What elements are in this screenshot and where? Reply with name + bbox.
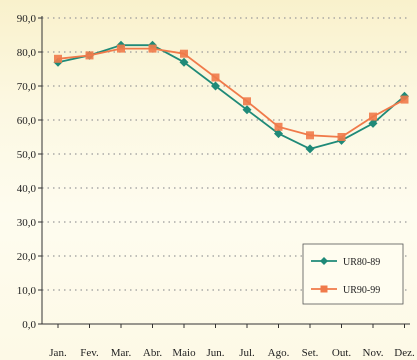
x-tick-label: Mar. xyxy=(111,347,132,359)
legend-item-ur90-99: UR90-99 xyxy=(311,285,380,296)
data-point-square xyxy=(211,73,220,82)
data-point-diamond xyxy=(305,144,315,154)
data-point-square xyxy=(85,51,94,60)
data-point-square xyxy=(306,131,314,140)
data-point-square xyxy=(148,44,157,53)
data-point-diamond xyxy=(211,81,220,91)
y-tick-label: 50,0 xyxy=(17,149,37,161)
y-tick-label: 10,0 xyxy=(17,285,37,297)
legend-label: UR80-89 xyxy=(343,257,380,268)
legend-items: UR80-89 UR90-99 xyxy=(311,257,380,296)
y-tick-labels: 0,0 10,0 20,0 30,0 40,0 50,0 60,0 70,0 80,0 90,0 xyxy=(17,13,42,331)
x-tick-label: Jun. xyxy=(206,347,224,359)
legend-box xyxy=(302,243,404,305)
data-point-square xyxy=(369,112,377,121)
series-line-ur80-89 xyxy=(57,44,406,150)
data-point-diamond xyxy=(179,57,189,67)
data-point-square xyxy=(400,95,409,104)
y-tick-label: 30,0 xyxy=(17,217,37,229)
legend-item-ur80-89: UR80-89 xyxy=(311,257,380,268)
legend-marker-diamond xyxy=(320,257,328,265)
y-tick-label: 20,0 xyxy=(17,251,37,263)
legend-marker-square xyxy=(320,285,328,293)
x-tick-label: Fev. xyxy=(80,347,99,359)
x-tick-label: Ago. xyxy=(268,347,290,359)
x-tick-label: Jul. xyxy=(239,347,255,359)
data-point-square xyxy=(54,54,62,63)
series-ur80-89 xyxy=(53,40,409,154)
data-point-square xyxy=(337,133,346,141)
x-tick-label: Jan. xyxy=(49,347,67,359)
axes xyxy=(41,16,410,325)
x-tick-label: Set. xyxy=(302,347,319,359)
data-point-square xyxy=(243,97,251,106)
x-tick-label: Dez. xyxy=(394,347,415,359)
y-tick-label: 90,0 xyxy=(17,13,37,25)
legend: UR80-89 UR90-99 xyxy=(302,243,404,305)
x-tick-label: Out. xyxy=(332,347,352,359)
series-ur90-99 xyxy=(54,44,409,141)
x-tick-label: Nov. xyxy=(363,347,384,359)
y-tick-label: 60,0 xyxy=(17,115,37,127)
x-tick-label: Maio xyxy=(172,347,196,359)
data-point-diamond xyxy=(274,129,283,139)
x-tick-label: Abr. xyxy=(143,347,163,359)
y-tick-label: 40,0 xyxy=(17,183,37,195)
series-line-ur90-99 xyxy=(57,47,405,138)
y-tick-label: 70,0 xyxy=(17,81,37,93)
data-point-square xyxy=(180,49,188,58)
data-point-square xyxy=(117,44,125,53)
series-lines xyxy=(53,40,409,154)
data-point-diamond xyxy=(368,118,378,128)
data-point-square xyxy=(274,122,283,131)
x-tick-labels: Jan. Fev. Mar. Abr. Maio Jun. Jul. Ago. Set. Out.… xyxy=(49,324,415,359)
data-point-diamond xyxy=(242,105,252,115)
y-tick-label: 80,0 xyxy=(17,47,37,59)
legend-label: UR90-99 xyxy=(343,285,380,296)
y-tick-label: 0,0 xyxy=(22,319,36,331)
